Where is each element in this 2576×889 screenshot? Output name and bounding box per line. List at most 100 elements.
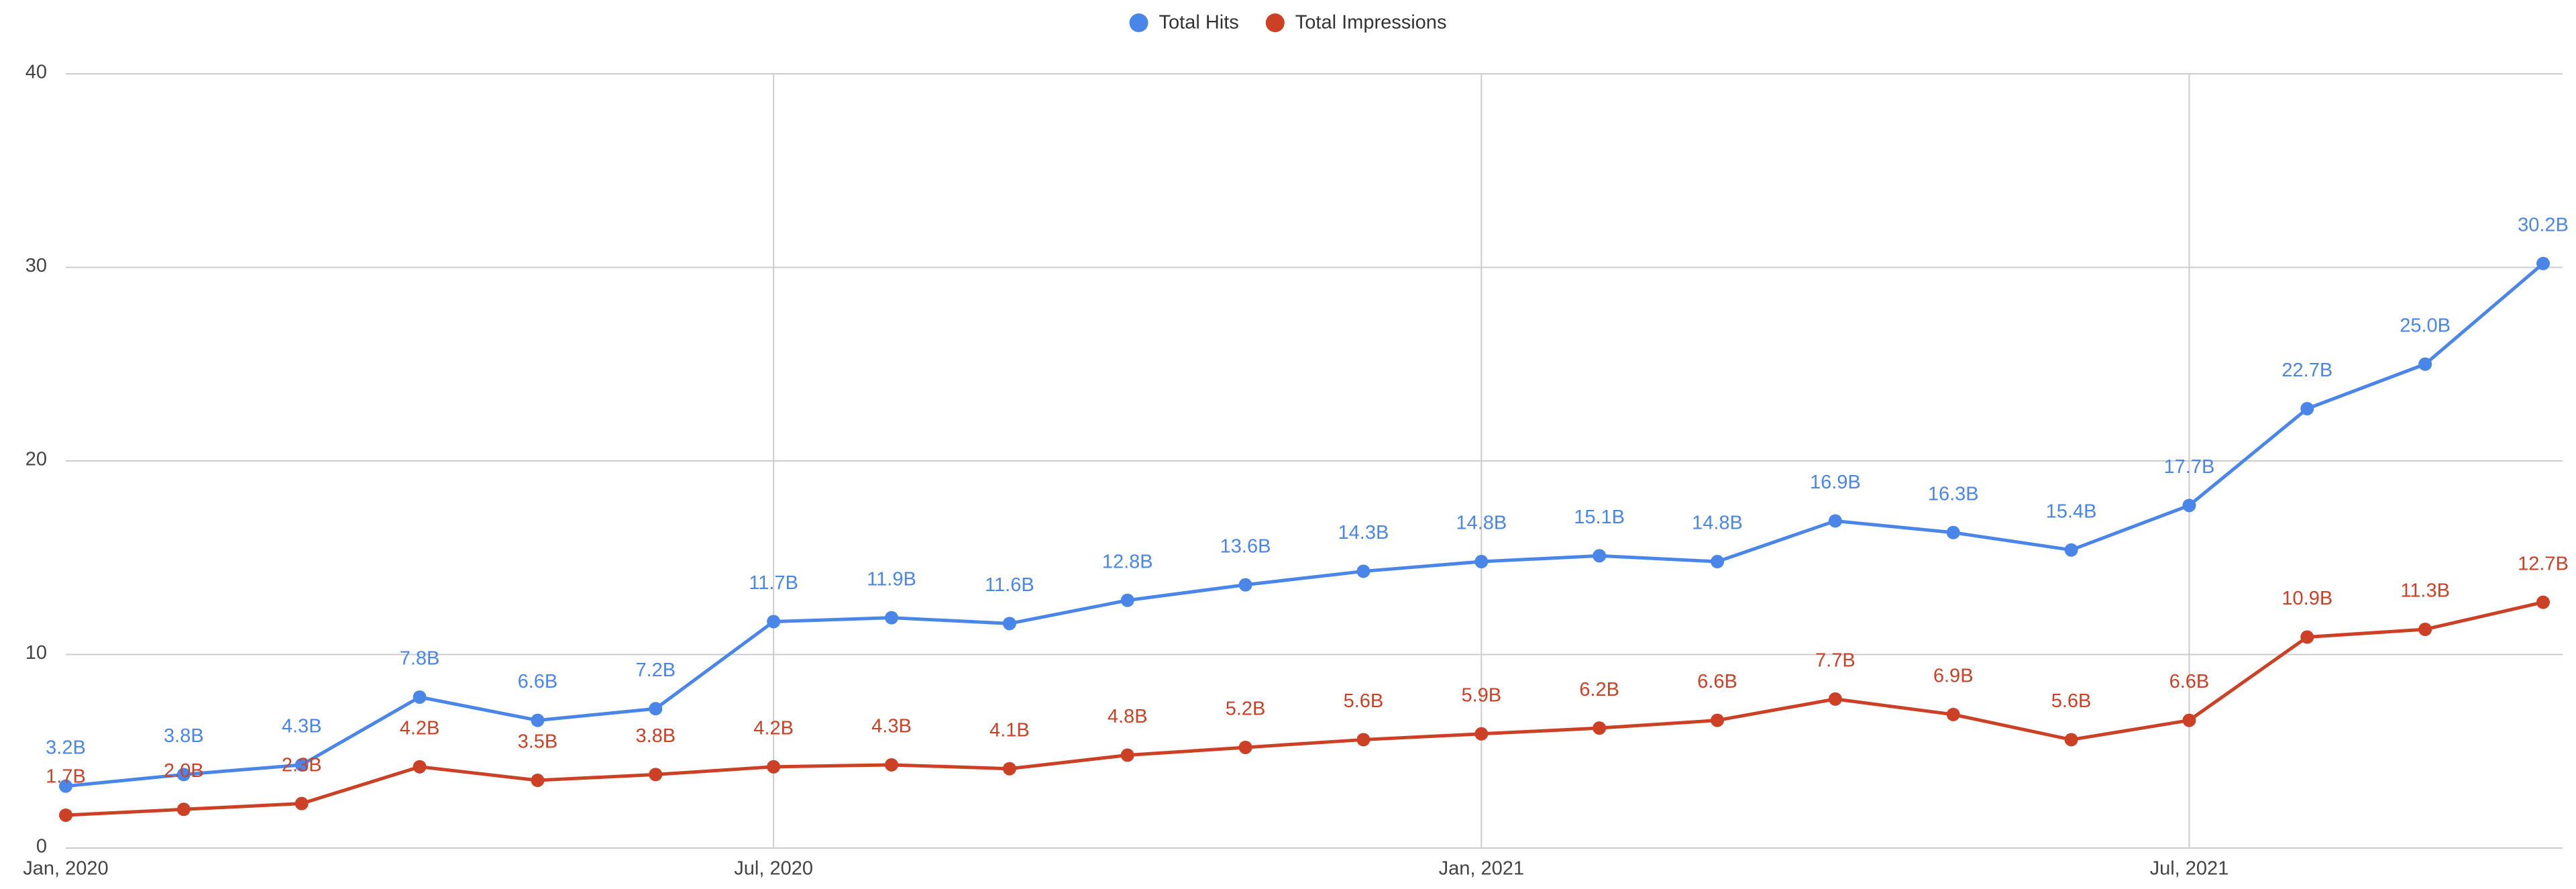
legend-label: Total Hits	[1159, 12, 1239, 34]
data-label: 5.6B	[1344, 690, 1384, 712]
data-label: 1.7B	[46, 766, 86, 788]
point	[2536, 595, 2550, 609]
point	[2418, 622, 2432, 636]
data-label: 2.0B	[164, 760, 204, 782]
point	[1474, 727, 1489, 741]
y-tick-label: 20	[25, 449, 47, 470]
data-label: 4.3B	[871, 716, 912, 737]
point	[59, 779, 72, 793]
data-label: 3.5B	[518, 731, 558, 753]
point	[1120, 593, 1134, 607]
data-label: 30.2B	[2518, 214, 2569, 236]
data-label: 6.2B	[1579, 679, 1619, 700]
y-tick-label: 30	[25, 255, 47, 276]
data-label: 3.8B	[164, 725, 204, 747]
data-label: 4.3B	[282, 716, 322, 737]
data-label: 25.0B	[2400, 315, 2451, 336]
point	[2418, 357, 2432, 371]
series-line	[65, 600, 2544, 817]
point	[649, 768, 663, 782]
data-label: 16.3B	[1928, 483, 1979, 505]
data-label: 4.2B	[753, 717, 794, 739]
data-label: 4.8B	[1108, 706, 1148, 727]
x-tick-label: Jul, 2021	[2150, 858, 2229, 880]
point	[1593, 549, 1607, 563]
point	[885, 611, 898, 625]
legend-label: Total Impressions	[1295, 12, 1447, 34]
data-label: 12.7B	[2518, 553, 2569, 574]
x-tick-label: Jan, 2020	[23, 858, 108, 880]
data-label: 14.8B	[1456, 513, 1507, 534]
point	[2300, 630, 2314, 644]
series-line	[65, 262, 2544, 788]
data-label: 11.9B	[867, 568, 916, 590]
point	[1828, 692, 1842, 706]
point	[1120, 748, 1134, 762]
data-label: 14.8B	[1692, 513, 1743, 534]
data-label: 4.2B	[400, 717, 440, 739]
point	[1828, 514, 1842, 528]
data-label: 13.6B	[1220, 535, 1271, 557]
point	[1474, 555, 1489, 569]
legend-marker	[1129, 13, 1148, 32]
point	[59, 808, 72, 822]
point	[2182, 713, 2196, 727]
data-label: 7.2B	[635, 660, 676, 681]
point	[1946, 707, 1960, 721]
point	[2064, 543, 2078, 557]
point	[413, 690, 427, 704]
data-label: 3.8B	[635, 725, 676, 747]
point	[1238, 740, 1252, 754]
y-tick-label: 10	[25, 642, 47, 664]
y-tick-label: 0	[36, 836, 47, 857]
x-tick-label: Jul, 2020	[734, 858, 813, 880]
point	[2064, 733, 2078, 747]
data-label: 2.3B	[282, 754, 322, 776]
point	[1711, 555, 1724, 569]
point	[885, 757, 898, 772]
data-label: 6.6B	[518, 671, 558, 692]
point	[531, 774, 545, 788]
point	[413, 760, 427, 774]
data-label: 11.7B	[749, 572, 798, 594]
data-label: 16.9B	[1810, 472, 1861, 493]
point	[1711, 713, 1724, 727]
point	[767, 760, 781, 774]
data-label: 17.7B	[2164, 456, 2215, 478]
y-tick-label: 40	[25, 62, 47, 83]
data-label: 4.1B	[989, 719, 1030, 741]
data-label: 6.6B	[2169, 671, 2210, 692]
data-label: 10.9B	[2282, 588, 2332, 609]
data-label: 7.7B	[1815, 650, 1856, 672]
point	[1946, 525, 1960, 539]
point	[531, 713, 545, 727]
point	[1593, 721, 1607, 735]
point	[2182, 499, 2196, 513]
data-label: 15.4B	[2046, 501, 2097, 522]
data-label: 6.9B	[1933, 666, 1974, 687]
point	[1002, 762, 1016, 776]
data-label: 11.6B	[985, 574, 1034, 596]
data-label: 5.2B	[1226, 698, 1266, 720]
point	[1238, 578, 1252, 592]
point	[294, 796, 309, 810]
data-label: 7.8B	[400, 648, 440, 670]
data-label: 5.9B	[1461, 684, 1501, 706]
point	[294, 757, 309, 772]
point	[1002, 617, 1016, 631]
data-label: 6.6B	[1697, 671, 1737, 692]
data-label: 15.1B	[1574, 507, 1625, 528]
x-tick-label: Jan, 2021	[1439, 858, 1524, 880]
data-label: 5.6B	[2051, 690, 2092, 712]
data-label: 22.7B	[2282, 360, 2332, 381]
data-label: 11.3B	[2400, 580, 2450, 602]
point	[649, 702, 663, 716]
point	[1356, 733, 1371, 747]
point	[176, 768, 191, 782]
point	[2300, 402, 2314, 416]
point	[176, 802, 191, 817]
point	[2536, 256, 2550, 270]
data-label: 14.3B	[1338, 522, 1389, 543]
legend-marker	[1265, 13, 1285, 32]
